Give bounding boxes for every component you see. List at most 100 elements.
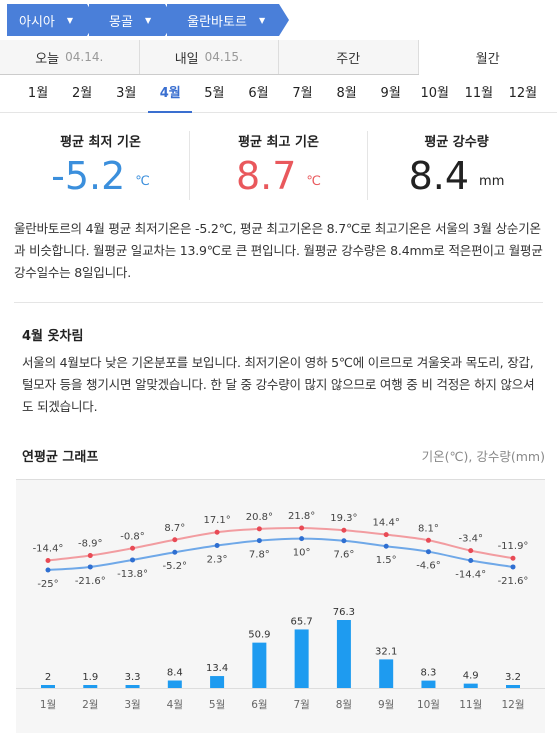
month-7[interactable]: 7월 (292, 85, 313, 101)
min-temp-point (510, 564, 516, 570)
max-temp-label: 19.3° (330, 513, 357, 524)
precip-bar (379, 659, 394, 688)
x-tick-label: 11월 (459, 699, 482, 711)
caret-down-icon: ▼ (66, 15, 74, 25)
avg-max-temp-unit: ℃ (306, 174, 322, 189)
min-temp-point (172, 549, 178, 555)
graph-title: 연평균 그래프 (22, 450, 99, 465)
max-temp-label: 17.1° (203, 515, 230, 526)
precip-bar (294, 629, 309, 688)
avg-min-temp-value-box: -5.2 ℃ (12, 152, 189, 200)
min-temp-label: -4.6° (416, 561, 441, 572)
max-temp-point (299, 525, 305, 531)
precip-label: 8.3 (421, 668, 437, 679)
precip-label: 65.7 (291, 616, 313, 627)
caret-down-icon: ▼ (144, 15, 152, 25)
precip-label: 1.9 (82, 672, 98, 683)
x-tick-label: 9월 (378, 699, 394, 711)
month-9[interactable]: 9월 (380, 85, 401, 101)
breadcrumb-asia[interactable]: 아시아 ▼ (7, 4, 98, 36)
month-10[interactable]: 10월 (420, 85, 449, 101)
max-temp-label: 21.8° (288, 511, 315, 522)
month-3[interactable]: 3월 (116, 85, 137, 101)
avg-precipitation: 평균 강수량 8.4 mm (367, 131, 545, 200)
tab-monthly[interactable]: 월간 (418, 40, 557, 75)
min-temp-label: 7.6° (333, 550, 354, 561)
month-5[interactable]: 5월 (204, 85, 225, 101)
max-temp-point (256, 526, 262, 532)
precip-bar (252, 642, 267, 688)
avg-precipitation-value: 8.4 (408, 154, 470, 198)
month-2[interactable]: 2월 (72, 85, 93, 101)
min-temp-point (299, 536, 305, 542)
precip-bar (125, 685, 140, 688)
max-temp-point (383, 532, 389, 538)
max-temp-label: -11.9° (498, 541, 529, 552)
min-temp-label: -13.8° (117, 569, 148, 580)
x-tick-label: 4월 (167, 699, 183, 711)
min-temp-point (214, 543, 220, 548)
x-tick-label: 1월 (40, 699, 56, 711)
min-temp-label: 7.8° (249, 550, 270, 561)
max-temp-label: 8.1° (418, 523, 439, 534)
divider (14, 302, 543, 303)
x-tick-label: 5월 (209, 699, 225, 711)
max-temp-label: 8.7° (164, 523, 185, 534)
avg-precipitation-unit: mm (479, 174, 505, 189)
monthly-description: 울란바토르의 4월 평균 최저기온은 -5.2℃, 평균 최고기온은 8.7℃로… (14, 221, 543, 280)
precip-label: 3.2 (505, 672, 521, 683)
period-tabs: 오늘 04.14. 내일 04.15. 주간 월간 (0, 40, 557, 75)
max-temp-point (341, 527, 347, 533)
tab-label: 월간 (475, 51, 500, 67)
x-tick-label: 10월 (417, 699, 440, 711)
tab-weekly[interactable]: 주간 (279, 40, 419, 74)
month-1[interactable]: 1월 (27, 85, 49, 101)
x-tick-label: 8월 (336, 699, 352, 711)
max-temp-label: -14.4° (33, 543, 64, 554)
breadcrumb-mongolia[interactable]: 몽골 ▼ (89, 4, 176, 36)
precip-bar (210, 676, 225, 688)
avg-min-temp-label: 평균 최저 기온 (60, 135, 141, 150)
x-tick-label: 12월 (501, 699, 524, 711)
max-temp-point (130, 545, 136, 551)
month-4[interactable]: 4월 (148, 75, 193, 113)
breadcrumb-label: 울란바토르 (187, 14, 247, 30)
caret-down-icon: ▼ (258, 15, 266, 25)
max-temp-label: -8.9° (78, 539, 103, 550)
max-temp-point (510, 555, 516, 561)
breadcrumb-ulaanbaatar[interactable]: 울란바토르 ▼ (167, 4, 290, 36)
min-temp-label: 10° (293, 548, 311, 559)
tab-today[interactable]: 오늘 04.14. (0, 40, 140, 74)
month-12[interactable]: 12월 (508, 85, 538, 101)
avg-min-temp: 평균 최저 기온 -5.2 ℃ (12, 131, 189, 200)
max-temp-label: 20.8° (246, 512, 273, 523)
month-11[interactable]: 11월 (464, 85, 494, 101)
month-6[interactable]: 6월 (248, 85, 269, 101)
min-temp-point (256, 538, 262, 544)
min-temp-point (130, 557, 136, 563)
avg-precipitation-value-box: 8.4 mm (368, 152, 545, 200)
annual-chart-svg: -14.4° -8.9° -0.8° 8.7° 17.1° 20.8° 21.8° 19.3°… (16, 511, 545, 711)
month-8[interactable]: 8월 (336, 85, 357, 101)
min-temp-point (425, 549, 431, 555)
max-temp-point (214, 529, 220, 535)
max-temp-line (47, 526, 514, 562)
tab-tomorrow[interactable]: 내일 04.15. (140, 40, 279, 74)
min-temp-label: -14.4° (455, 569, 486, 580)
min-temp-label: -21.6° (75, 576, 106, 587)
min-temp-point (87, 564, 93, 570)
avg-min-temp-value: -5.2 (51, 154, 126, 198)
avg-min-temp-unit: ℃ (135, 174, 150, 189)
annual-chart: -14.4° -8.9° -0.8° 8.7° 17.1° 20.8° 21.8° 19.3°… (16, 479, 545, 733)
precip-bar (167, 680, 182, 688)
max-temp-label: -3.4° (458, 534, 483, 545)
avg-max-temp-label: 평균 최고 기온 (238, 135, 319, 150)
clothing-description: 서울의 4월보다 낮은 기온분포를 보입니다. 최저기온이 영하 5℃에 이르므… (22, 355, 535, 414)
graph-unit-label: 기온(℃), 강수량(mm) (421, 449, 545, 464)
min-temp-label: 1.5° (376, 555, 397, 566)
month-selector: 1월 2월 3월 4월 5월 6월 7월 8월 9월 10월 11월 12월 (0, 75, 557, 113)
precip-label: 76.3 (333, 607, 355, 618)
avg-max-temp: 평균 최고 기온 8.7 ℃ (189, 131, 367, 200)
precip-bar (83, 685, 98, 688)
max-temp-point (468, 548, 474, 554)
